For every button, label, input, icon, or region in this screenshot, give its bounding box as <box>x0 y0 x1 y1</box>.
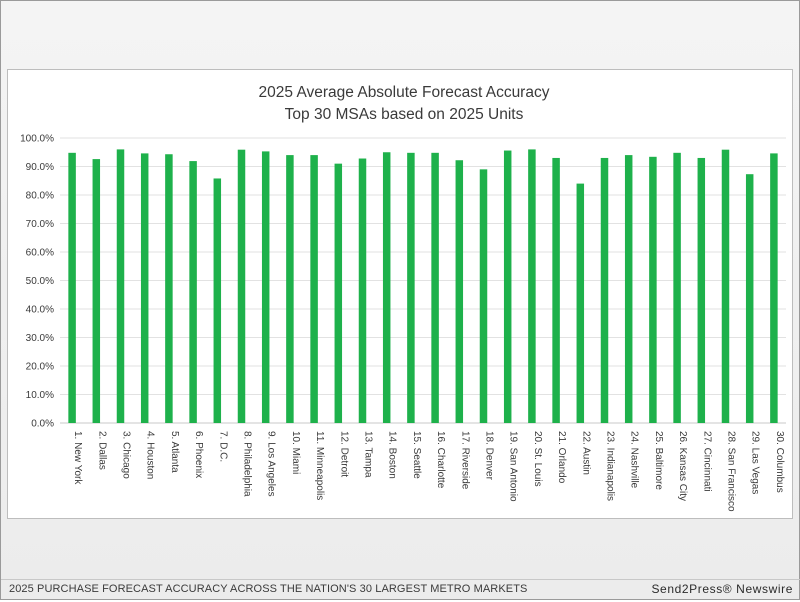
y-tick-label: 20.0% <box>26 362 54 373</box>
bar <box>382 152 391 423</box>
x-tick-label: 20. St. Louis <box>532 431 543 487</box>
x-tick-label: 15. Seattle <box>411 431 422 479</box>
bar <box>310 155 318 423</box>
y-tick-label: 30.0% <box>26 333 54 344</box>
x-tick-label: 22. Austin <box>580 431 591 475</box>
x-tick-label: 28. San Francisco <box>726 431 737 512</box>
bar <box>552 157 560 423</box>
bar <box>479 169 488 423</box>
bar <box>673 152 681 423</box>
bar <box>334 163 343 423</box>
x-tick-label: 10. Miami <box>290 431 301 474</box>
bar <box>213 178 222 423</box>
y-tick-label: 90.0% <box>26 162 54 173</box>
y-tick-label: 50.0% <box>26 276 54 287</box>
chart-panel: 2025 Average Absolute Forecast Accuracy … <box>7 69 793 519</box>
x-tick-label: 30. Columbus <box>774 431 785 493</box>
x-tick-label: 21. Orlando <box>556 431 567 484</box>
x-tick-label: 7. D.C. <box>217 431 228 462</box>
bar <box>286 155 294 423</box>
y-tick-label: 40.0% <box>26 305 54 316</box>
y-tick-label: 60.0% <box>26 248 54 259</box>
bar <box>261 151 270 423</box>
x-tick-label: 25. Baltimore <box>653 431 664 490</box>
bar <box>358 158 367 423</box>
x-tick-label: 4. Houston <box>145 431 156 479</box>
image-caption: 2025 PURCHASE FORECAST ACCURACY ACROSS T… <box>9 583 528 595</box>
bar <box>189 161 197 423</box>
x-tick-label: 2. Dallas <box>96 431 107 470</box>
x-tick-label: 13. Tampa <box>363 431 374 478</box>
bar <box>697 157 706 423</box>
brand-watermark: Send2Press® Newswire <box>651 582 793 596</box>
bar <box>745 174 754 423</box>
bar <box>165 154 173 423</box>
bars <box>68 149 778 423</box>
x-tick-label: 8. Philadelphia <box>242 431 253 497</box>
bar <box>92 159 101 423</box>
bar <box>455 160 464 423</box>
chart-title: 2025 Average Absolute Forecast Accuracy <box>259 84 550 101</box>
x-tick-label: 3. Chicago <box>121 431 132 479</box>
bar <box>503 150 512 423</box>
x-tick-label: 29. Las Vegas <box>750 431 761 494</box>
bar <box>68 152 76 423</box>
x-tick-label: 18. Denver <box>484 431 495 481</box>
x-tick-label: 14. Boston <box>387 431 398 479</box>
y-tick-label: 10.0% <box>26 390 54 401</box>
chart-subtitle: Top 30 MSAs based on 2025 Units <box>285 106 524 123</box>
y-tick-label: 70.0% <box>26 219 54 230</box>
x-tick-label: 27. Cincinnati <box>701 431 712 492</box>
x-tick-label: 23. Indianapolis <box>605 431 616 501</box>
bar <box>649 156 657 423</box>
x-tick-label: 17. Riverside <box>459 431 470 490</box>
bar <box>624 155 633 423</box>
bar <box>431 152 439 423</box>
x-tick-label: 6. Phoenix <box>193 431 204 478</box>
gridlines <box>60 137 786 424</box>
x-tick-label: 24. Nashville <box>629 431 640 489</box>
footer-bar: 2025 PURCHASE FORECAST ACCURACY ACROSS T… <box>1 579 800 602</box>
bar-chart: 2025 Average Absolute Forecast Accuracy … <box>20 84 786 512</box>
x-tick-label: 26. Kansas City <box>677 431 688 501</box>
bar <box>770 153 778 423</box>
x-tick-label: 16. Charlotte <box>435 431 446 489</box>
x-tick-label: 5. Atlanta <box>169 431 180 473</box>
x-tick-label: 1. New York <box>72 431 83 485</box>
x-axis-ticks: 1. New York 2. Dallas 3. Chicago 4. Houston… <box>72 431 785 512</box>
y-tick-label: 80.0% <box>26 191 54 202</box>
y-tick-label: 100.0% <box>20 134 54 145</box>
x-tick-label: 9. Los Angeles <box>266 431 277 497</box>
x-tick-label: 11. Minneapolis <box>314 431 325 500</box>
bar <box>140 153 149 423</box>
y-tick-label: 0.0% <box>31 419 54 430</box>
bar <box>116 149 125 423</box>
x-tick-label: 19. San Antonio <box>508 431 519 502</box>
x-tick-label: 12. Detroit <box>338 431 349 477</box>
y-axis-ticks: 0.0% 10.0% 20.0% 30.0% 40.0% 50.0% 60.0% 70.0% 8… <box>20 134 54 430</box>
bar <box>407 152 415 423</box>
bar <box>528 149 536 423</box>
bar <box>237 149 246 423</box>
bar <box>721 149 730 423</box>
bar <box>576 183 585 423</box>
bar <box>600 157 609 423</box>
